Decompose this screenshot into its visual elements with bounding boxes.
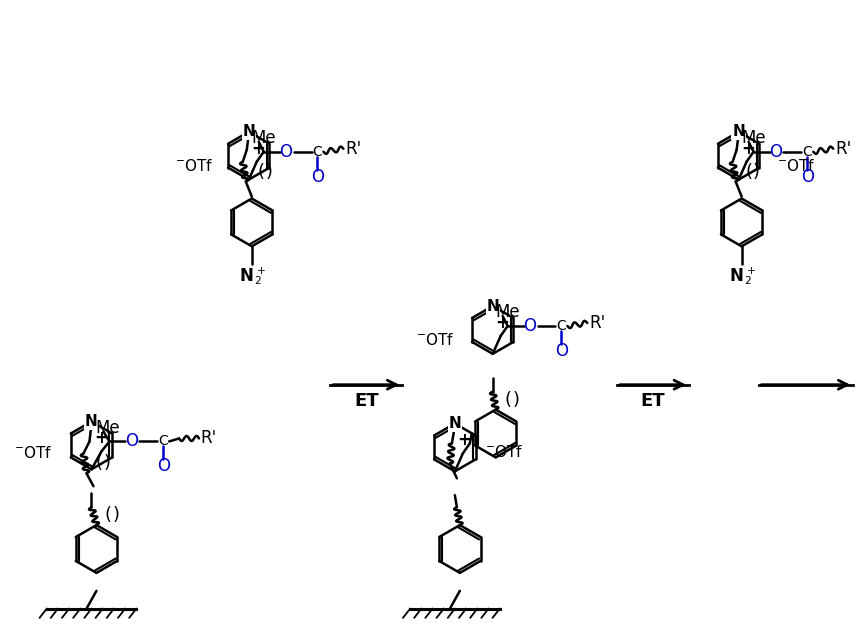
Text: $^{-}$OTf: $^{-}$OTf (15, 445, 53, 462)
Text: R': R' (589, 314, 605, 332)
Text: R': R' (201, 429, 217, 448)
Text: N: N (729, 267, 744, 285)
Text: ET: ET (641, 392, 665, 410)
Text: O: O (279, 143, 292, 161)
Text: (: ( (257, 163, 264, 180)
Text: O: O (555, 342, 568, 360)
Text: N: N (486, 298, 499, 314)
Text: O: O (769, 143, 782, 161)
Text: +: + (458, 431, 471, 449)
Text: Me: Me (741, 129, 766, 147)
Text: Me: Me (495, 303, 520, 321)
Text: $^{-}$OTf: $^{-}$OTf (485, 444, 524, 460)
Text: C: C (556, 319, 566, 333)
Text: R': R' (345, 140, 362, 157)
Text: N: N (85, 414, 98, 429)
Text: C: C (159, 434, 168, 448)
Text: (: ( (96, 455, 103, 472)
Text: $^{-}$OTf: $^{-}$OTf (175, 157, 213, 173)
Text: ): ) (265, 163, 273, 180)
Text: N: N (243, 124, 255, 139)
Text: O: O (800, 168, 814, 185)
Text: ET: ET (354, 392, 379, 410)
Text: R': R' (835, 140, 851, 157)
Text: Me: Me (252, 129, 277, 147)
Text: $^{-}$OTf: $^{-}$OTf (777, 157, 816, 173)
Text: +: + (94, 429, 108, 447)
Text: +: + (495, 314, 509, 331)
Text: O: O (523, 317, 536, 335)
Text: ): ) (753, 163, 760, 180)
Text: $_2^+$: $_2^+$ (254, 265, 266, 287)
Text: $_2^+$: $_2^+$ (744, 265, 756, 287)
Text: ): ) (104, 455, 111, 472)
Text: +: + (741, 140, 755, 157)
Text: Me: Me (95, 418, 120, 436)
Text: N: N (732, 124, 745, 139)
Text: O: O (157, 457, 170, 476)
Text: (: ( (504, 391, 511, 409)
Text: +: + (251, 140, 266, 157)
Text: C: C (802, 145, 812, 159)
Text: $^{-}$OTf: $^{-}$OTf (416, 332, 454, 348)
Text: ): ) (113, 506, 120, 524)
Text: O: O (125, 432, 138, 450)
Text: C: C (313, 145, 322, 159)
Text: N: N (448, 416, 461, 431)
Text: ): ) (512, 391, 519, 409)
Text: (: ( (745, 163, 752, 180)
Text: O: O (311, 168, 324, 185)
Text: (: ( (105, 506, 112, 524)
Text: N: N (240, 267, 254, 285)
